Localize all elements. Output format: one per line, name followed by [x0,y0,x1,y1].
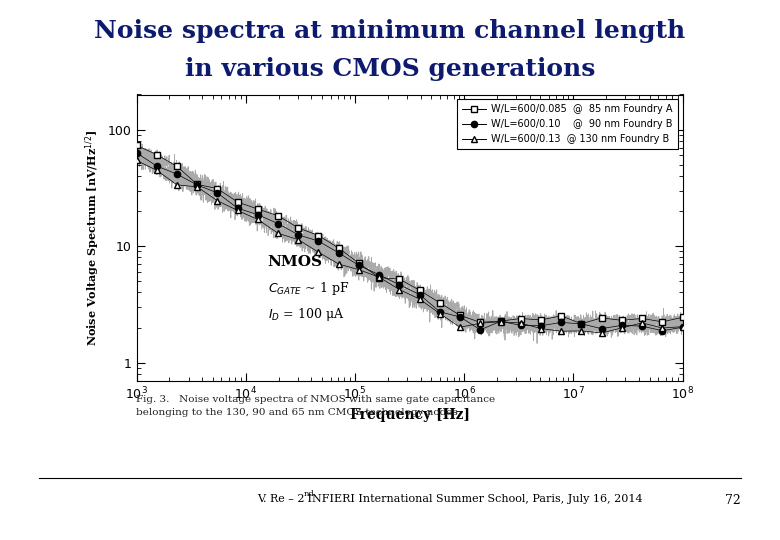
Text: 72: 72 [725,494,741,507]
Y-axis label: Noise Voltage Spectrum [nV/Hz$^{1/2}$]: Noise Voltage Spectrum [nV/Hz$^{1/2}$] [83,130,102,346]
X-axis label: Frequency [Hz]: Frequency [Hz] [349,408,470,422]
Text: belonging to the 130, 90 and 65 nm CMOS technology nodes.: belonging to the 130, 90 and 65 nm CMOS … [136,408,462,417]
Text: $I_D$ = 100 μA: $I_D$ = 100 μA [268,306,344,323]
Text: NMOS: NMOS [268,255,323,269]
Text: $C_{GATE}$ ~ 1 pF: $C_{GATE}$ ~ 1 pF [268,280,349,297]
Text: Noise spectra at minimum channel length: Noise spectra at minimum channel length [94,19,686,43]
Text: nd: nd [304,490,315,498]
Text: Fig. 3.   Noise voltage spectra of NMOS with same gate capacitance: Fig. 3. Noise voltage spectra of NMOS wi… [136,395,495,404]
Text: in various CMOS generations: in various CMOS generations [185,57,595,80]
Legend: W/L=600/0.085  @  85 nm Foundry A, W/L=600/0.10    @  90 nm Foundry B, W/L=600/0: W/L=600/0.085 @ 85 nm Foundry A, W/L=600… [457,99,678,149]
Text: V. Re – 2: V. Re – 2 [257,494,304,504]
Text: INFIERI International Summer School, Paris, July 16, 2014: INFIERI International Summer School, Par… [304,494,643,504]
